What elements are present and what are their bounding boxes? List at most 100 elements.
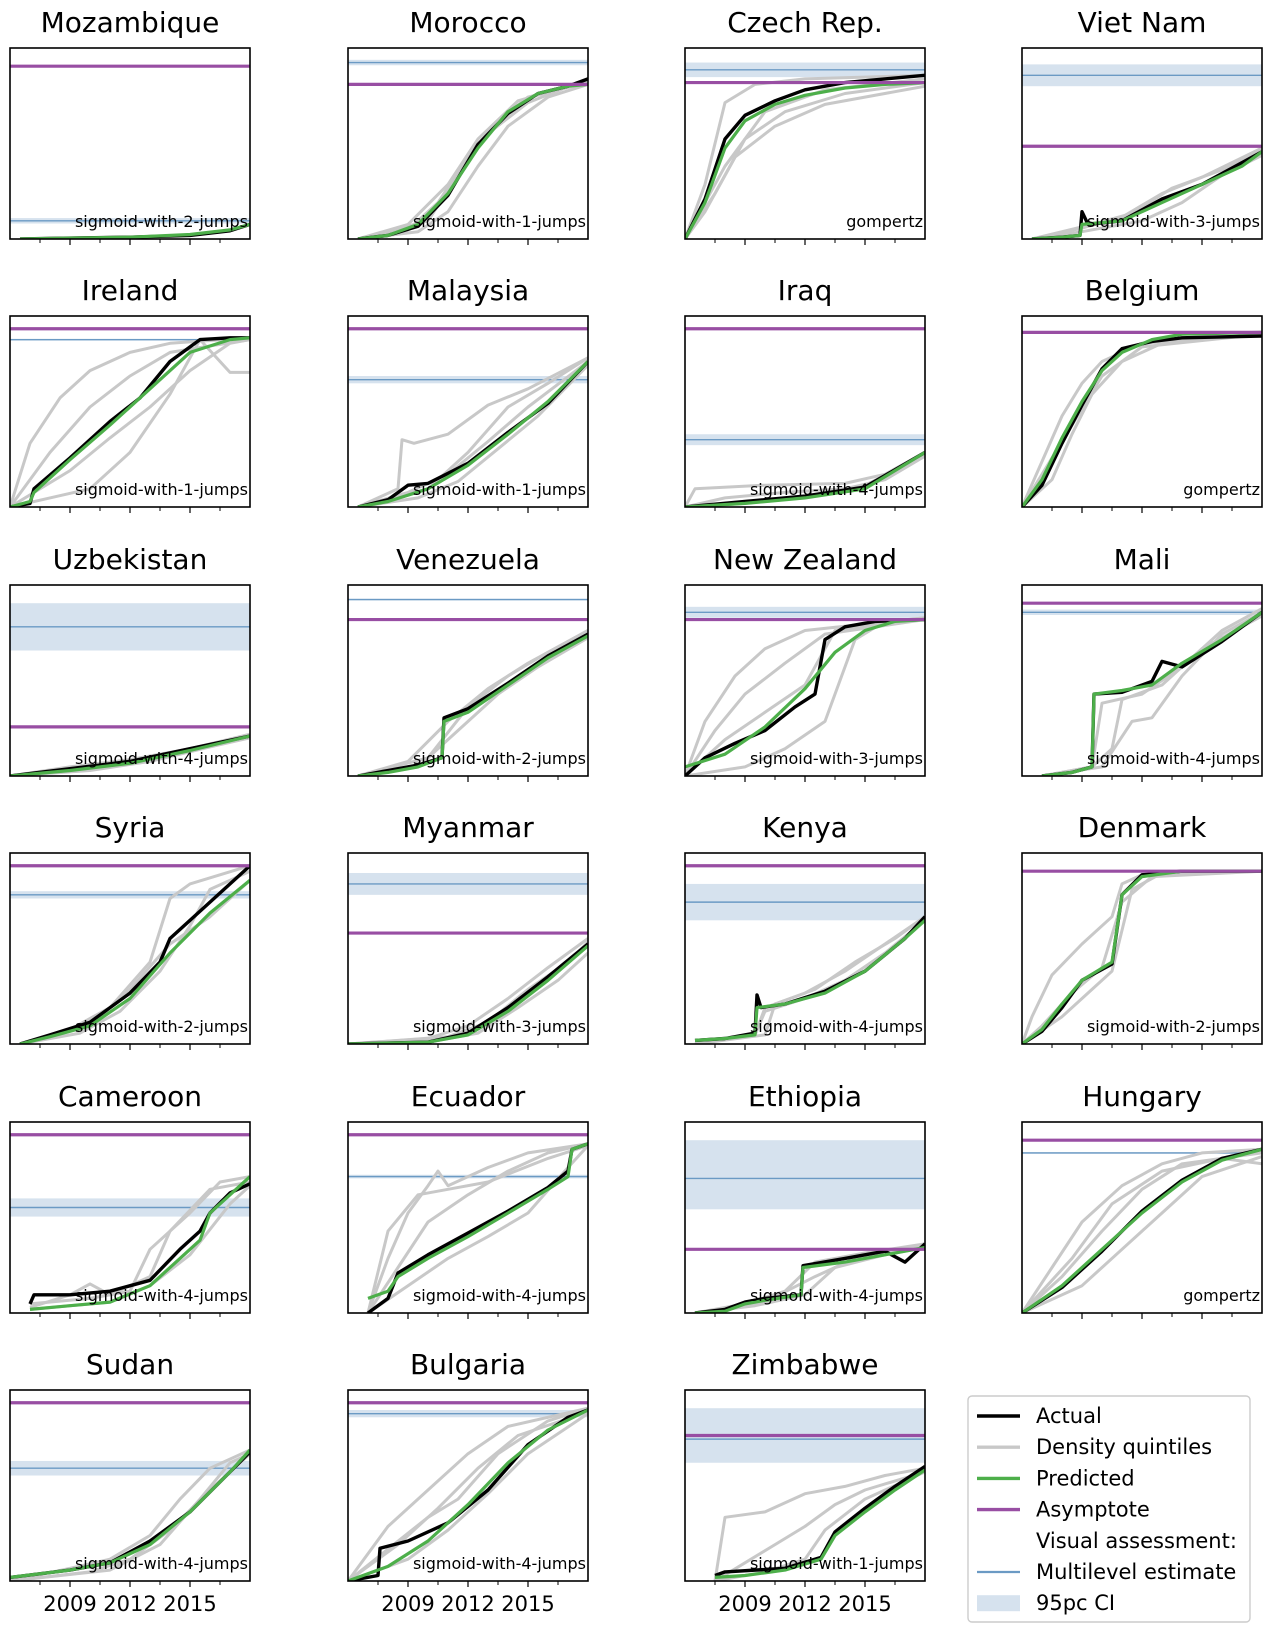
predicted-line — [685, 451, 925, 507]
predicted-line — [367, 1142, 588, 1300]
panel-plot-area — [348, 1401, 588, 1581]
predicted-line — [357, 82, 588, 239]
model-label: sigmoid-with-1-jumps — [413, 212, 586, 231]
panel-ethiopia: Ethiopia sigmoid-with-4-jumps — [684, 1080, 926, 1319]
density-quintile-line — [685, 618, 925, 776]
legend-label: Actual — [1036, 1404, 1102, 1428]
panel-myanmar: Myanmar sigmoid-with-3-jumps — [347, 811, 589, 1050]
legend-entry-density-quintiles: Density quintiles — [977, 1435, 1212, 1459]
density-quintile-line — [10, 338, 250, 507]
predicted-line — [1031, 150, 1262, 239]
density-quintile-line — [685, 84, 925, 239]
panel-kenya: Kenya sigmoid-with-4-jumps — [684, 811, 926, 1050]
predicted-line — [348, 944, 588, 1044]
panel-title: Belgium — [1085, 274, 1200, 307]
legend-label: Visual assessment: — [1036, 1529, 1237, 1553]
density-quintile-line — [19, 869, 250, 1044]
predicted-line — [19, 879, 250, 1044]
x-tick-label: 2015 — [501, 1592, 554, 1616]
predicted-line — [1022, 869, 1262, 1044]
x-tick-label: 2012 — [778, 1592, 831, 1616]
density-quintile-line — [357, 82, 588, 239]
panel-hungary: Hungary gompertz — [1021, 1080, 1263, 1319]
density-quintile-line — [713, 1466, 925, 1581]
density-quintile-line — [1022, 1155, 1262, 1313]
panel-sudan: Sudan sigmoid-with-4-jumps 2009 2012 2015 — [9, 1348, 251, 1616]
legend-entry-actual: Actual — [977, 1404, 1102, 1428]
density-quintile-line — [694, 915, 925, 1044]
model-label: sigmoid-with-3-jumps — [1087, 212, 1260, 231]
panel-title: Iraq — [778, 274, 833, 307]
panel-ecuador: Ecuador sigmoid-with-4-jumps — [347, 1080, 589, 1319]
panel-belgium: Belgium gompertz — [1021, 274, 1263, 513]
panel-morocco: Morocco sigmoid-with-1-jumps — [347, 6, 589, 245]
legend-entry-asymptote: Asymptote — [977, 1498, 1150, 1522]
panel-cameroon: Cameroon sigmoid-with-4-jumps — [9, 1080, 251, 1319]
panel-frame — [9, 47, 251, 240]
panel-mali: Mali sigmoid-with-4-jumps — [1021, 543, 1263, 782]
panel-plot-area — [1022, 64, 1262, 239]
density-quintile-line — [1022, 1151, 1262, 1313]
panel-title: Syria — [95, 811, 166, 844]
x-tick-label: 2015 — [838, 1592, 891, 1616]
legend-label: 95pc CI — [1036, 1591, 1115, 1615]
panel-title: Zimbabwe — [731, 1348, 878, 1381]
panel-plot-area — [10, 864, 250, 1044]
density-quintile-line — [1022, 1147, 1262, 1313]
panel-bulgaria: Bulgaria sigmoid-with-4-jumps 2009 2012 2015 — [347, 1348, 589, 1616]
panel-title: Ireland — [82, 274, 179, 307]
actual-line — [685, 73, 925, 239]
density-quintile-line — [685, 73, 925, 239]
panel-plot-area — [1022, 869, 1262, 1044]
panel-plot-area — [348, 327, 588, 507]
density-quintile-line — [348, 1406, 588, 1581]
panel-title: Myanmar — [402, 811, 534, 844]
predicted-line — [685, 618, 925, 769]
model-label: sigmoid-with-4-jumps — [750, 480, 923, 499]
predicted-line — [357, 634, 588, 776]
model-label: sigmoid-with-2-jumps — [75, 1017, 248, 1036]
panel-ireland: Ireland sigmoid-with-1-jumps — [9, 274, 251, 513]
panel-title: Czech Rep. — [727, 6, 883, 39]
model-label: sigmoid-with-4-jumps — [1087, 749, 1260, 768]
panel-title: Ecuador — [411, 1080, 526, 1113]
panel-plot-area — [348, 59, 588, 239]
x-tick-label: 2009 — [381, 1592, 434, 1616]
density-quintile-line — [357, 356, 588, 507]
panel-plot-area — [1022, 1138, 1262, 1313]
legend-entry-multilevel-estimate: Multilevel estimate — [977, 1560, 1236, 1584]
density-quintile-line — [1041, 610, 1262, 776]
density-quintile-line — [714, 1470, 925, 1581]
panel-title: Morocco — [409, 6, 526, 39]
predicted-line — [1022, 1147, 1262, 1313]
panel-plot-area — [685, 606, 925, 776]
panel-title: Venezuela — [396, 543, 540, 576]
panel-title: Mali — [1114, 543, 1171, 576]
predicted-line — [357, 360, 588, 507]
legend-entry-95pc-ci: 95pc CI — [977, 1591, 1115, 1615]
predicted-line — [1041, 610, 1262, 776]
predicted-line — [694, 1245, 925, 1313]
panel-iraq: Iraq sigmoid-with-4-jumps — [684, 274, 926, 513]
panel-plot-area — [10, 1401, 250, 1581]
legend-label: Multilevel estimate — [1036, 1560, 1236, 1584]
panel-plot-area — [348, 598, 588, 776]
predicted-line — [29, 1175, 250, 1311]
actual-line — [685, 617, 925, 776]
density-quintile-line — [357, 364, 588, 507]
actual-line — [19, 864, 250, 1044]
legend-frame — [967, 1395, 1251, 1623]
predicted-line — [348, 1408, 588, 1581]
model-label: sigmoid-with-1-jumps — [75, 480, 248, 499]
panel-title: Malaysia — [407, 274, 529, 307]
panel-mozambique: Mozambique sigmoid-with-2-jumps — [9, 6, 251, 245]
predicted-line — [10, 734, 250, 776]
density-quintile-line — [29, 1175, 250, 1306]
predicted-line — [10, 336, 250, 507]
panel-plot-area — [685, 62, 925, 239]
panel-title: Cameroon — [58, 1080, 202, 1113]
legend-entry-predicted: Predicted — [977, 1466, 1135, 1490]
model-label: sigmoid-with-3-jumps — [750, 749, 923, 768]
panel-syria: Syria sigmoid-with-2-jumps — [9, 811, 251, 1050]
density-quintile-line — [10, 1448, 250, 1581]
